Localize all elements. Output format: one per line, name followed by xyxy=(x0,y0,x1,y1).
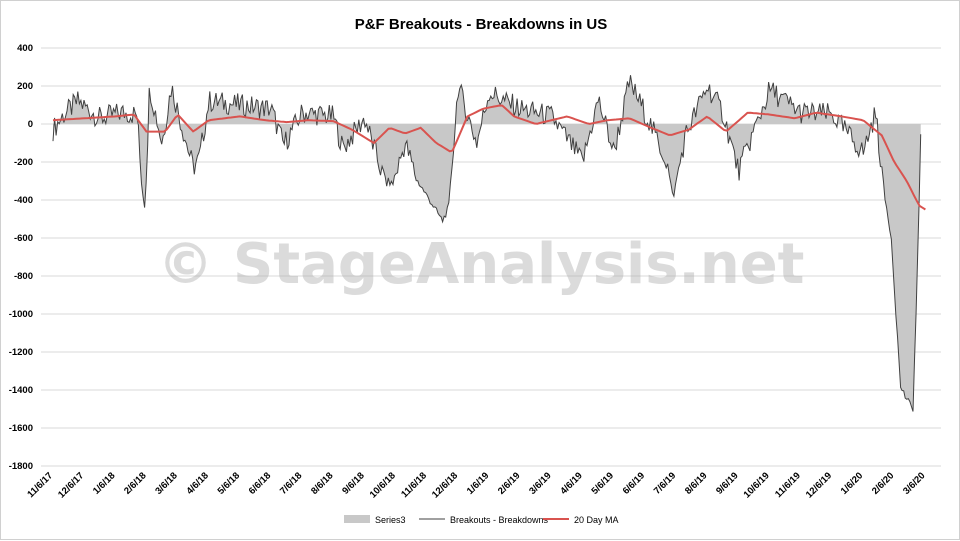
y-tick-label: -200 xyxy=(14,157,33,168)
plot-area xyxy=(52,75,926,412)
x-tick-label: 12/6/17 xyxy=(56,470,86,500)
y-tick-label: 400 xyxy=(17,43,33,54)
watermark: © StageAnalysis.net xyxy=(158,232,805,297)
x-tick-label: 7/6/18 xyxy=(278,470,304,496)
y-tick-label: -1400 xyxy=(9,385,33,396)
x-tick-label: 12/6/18 xyxy=(430,470,460,500)
x-tick-label: 11/6/18 xyxy=(399,470,429,500)
x-tick-label: 10/6/18 xyxy=(368,470,398,500)
x-tick-label: 9/6/18 xyxy=(340,470,366,496)
x-tick-label: 2/6/19 xyxy=(496,470,522,496)
x-tick-label: 12/6/19 xyxy=(804,470,834,500)
x-tick-label: 2/6/20 xyxy=(870,470,896,496)
y-tick-label: -600 xyxy=(14,233,33,244)
x-tick-label: 11/6/19 xyxy=(773,470,803,500)
x-tick-label: 10/6/19 xyxy=(742,470,772,500)
x-tick-label: 1/6/19 xyxy=(465,470,491,496)
x-tick-label: 5/6/19 xyxy=(590,470,616,496)
y-tick-label: -1600 xyxy=(9,423,33,434)
x-tick-label: 4/6/18 xyxy=(184,470,210,496)
x-axis: 11/6/17 12/6/17 1/6/18 2/6/18 3/6/18 4/6/18 5/… xyxy=(25,470,927,500)
y-tick-label: 200 xyxy=(17,81,33,92)
legend: Series3 Breakouts - Breakdowns 20 Day MA xyxy=(344,515,619,525)
x-tick-label: 3/6/20 xyxy=(901,470,927,496)
x-tick-label: 1/6/20 xyxy=(839,470,865,496)
ma-20-day-line xyxy=(52,104,926,211)
x-tick-label: 8/6/18 xyxy=(309,470,335,496)
legend-label: Breakouts - Breakdowns xyxy=(450,515,549,525)
x-tick-label: 7/6/19 xyxy=(652,470,678,496)
x-tick-label: 9/6/19 xyxy=(714,470,740,496)
x-tick-label: 3/6/19 xyxy=(527,470,553,496)
y-axis: 400 200 0 -200 -400 -600 -800 -1000 -1200 -1400 -1… xyxy=(9,43,33,472)
x-tick-label: 4/6/19 xyxy=(558,470,584,496)
legend-label: Series3 xyxy=(375,515,406,525)
y-tick-label: -800 xyxy=(14,271,33,282)
x-tick-label: 6/6/19 xyxy=(621,470,647,496)
legend-swatch-series3 xyxy=(344,515,370,523)
y-tick-label: -1800 xyxy=(9,461,33,472)
x-tick-label: 3/6/18 xyxy=(153,470,179,496)
y-tick-label: 0 xyxy=(28,119,33,130)
x-tick-label: 2/6/18 xyxy=(122,470,148,496)
y-tick-label: -1000 xyxy=(9,309,33,320)
breakouts-breakdowns-line xyxy=(52,75,922,412)
x-tick-label: 5/6/18 xyxy=(216,470,242,496)
x-tick-label: 6/6/18 xyxy=(247,470,273,496)
x-tick-label: 1/6/18 xyxy=(91,470,117,496)
chart-title: P&F Breakouts - Breakdowns in US xyxy=(355,16,608,33)
y-tick-label: -400 xyxy=(14,195,33,206)
legend-label: 20 Day MA xyxy=(574,515,619,525)
x-tick-label: 11/6/17 xyxy=(25,470,55,500)
y-tick-label: -1200 xyxy=(9,347,33,358)
x-tick-label: 8/6/19 xyxy=(683,470,709,496)
